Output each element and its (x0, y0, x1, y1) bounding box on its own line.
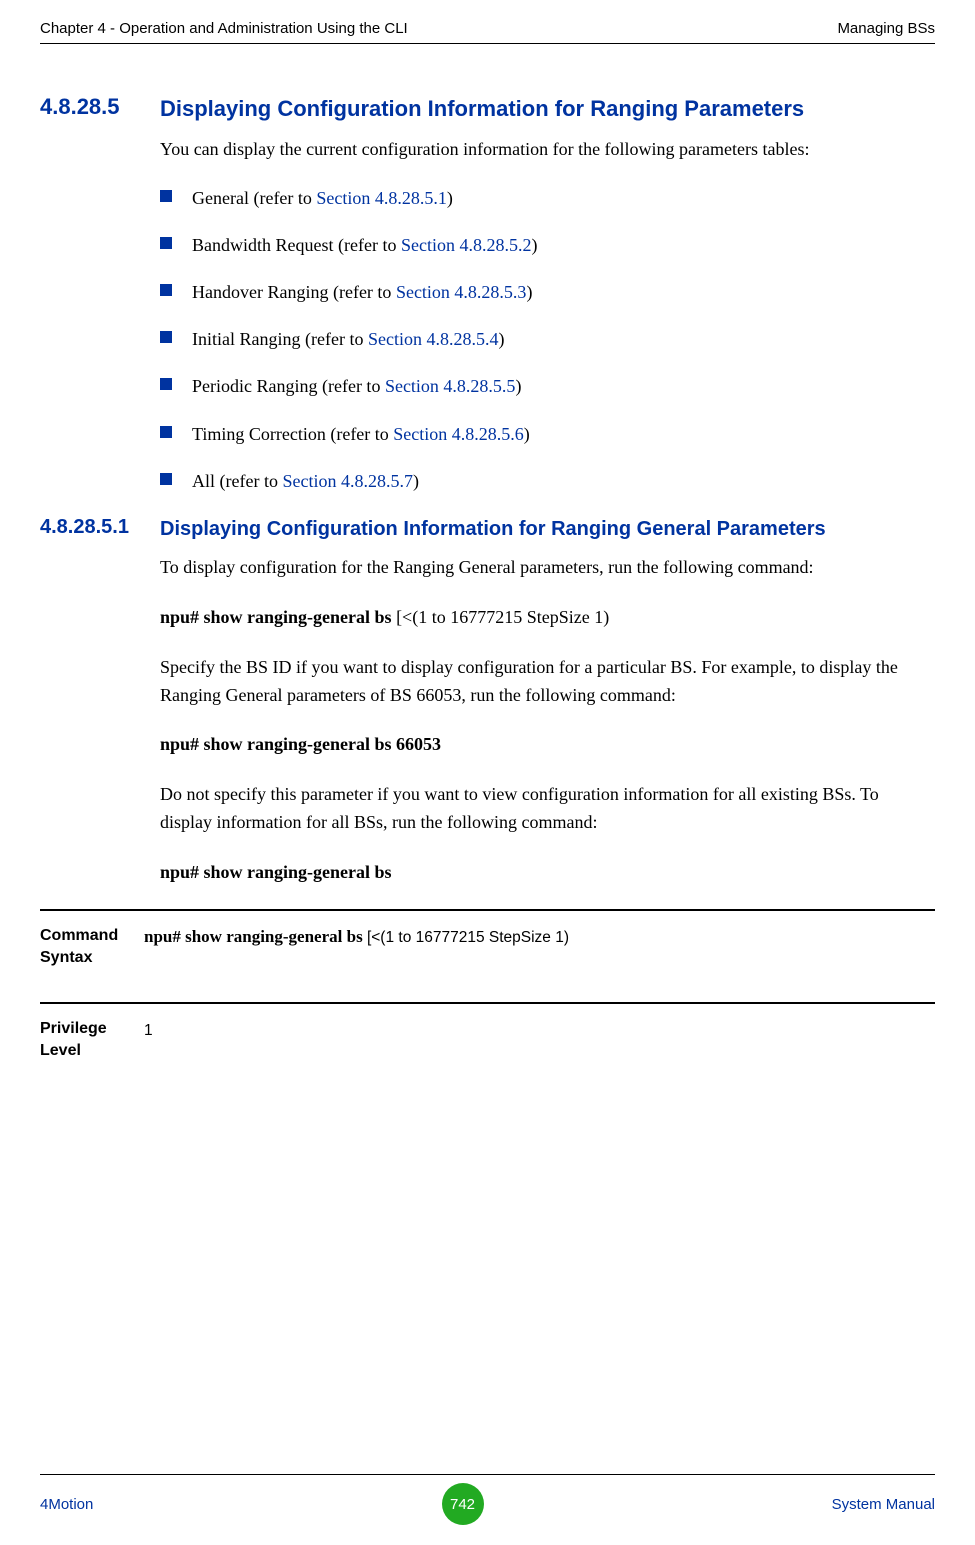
table-row-value: npu# show ranging-general bs [<(1 to 167… (144, 925, 569, 949)
page-footer: 4Motion 742 System Manual (40, 1474, 935, 1525)
list-item: Initial Ranging (refer to Section 4.8.28… (160, 327, 935, 352)
section-link[interactable]: Section 4.8.28.5.2 (401, 235, 532, 255)
section-heading-main: 4.8.28.5 Displaying Configuration Inform… (40, 94, 935, 124)
bullet-prefix: Timing Correction (refer to (192, 424, 393, 444)
command-line: npu# show ranging-general bs (160, 859, 935, 887)
bullet-prefix: General (refer to (192, 188, 316, 208)
bullet-square-icon (160, 473, 172, 485)
bullet-prefix: Bandwidth Request (refer to (192, 235, 401, 255)
section-link[interactable]: Section 4.8.28.5.3 (396, 282, 527, 302)
command-bold: npu# show ranging-general bs (160, 862, 392, 882)
table-row-label: Command Syntax (40, 925, 144, 968)
section-main-content: You can display the current configuratio… (160, 136, 935, 494)
section-number: 4.8.28.5 (40, 94, 160, 120)
section-link[interactable]: Section 4.8.28.5.4 (368, 329, 499, 349)
bullet-square-icon (160, 426, 172, 438)
subsection-title: Displaying Configuration Information for… (160, 516, 826, 542)
table-row-label: Privilege Level (40, 1018, 144, 1061)
bullet-square-icon (160, 378, 172, 390)
header-right: Managing BSs (837, 20, 935, 37)
bullet-prefix: Handover Ranging (refer to (192, 282, 396, 302)
bullet-suffix: ) (526, 282, 532, 302)
section-link[interactable]: Section 4.8.28.5.7 (282, 471, 413, 491)
intro-paragraph: You can display the current configuratio… (160, 136, 935, 164)
bullet-suffix: ) (515, 376, 521, 396)
command-bold: npu# show ranging-general bs 66053 (160, 734, 441, 754)
section-link[interactable]: Section 4.8.28.5.6 (393, 424, 524, 444)
command-table: Command Syntax npu# show ranging-general… (40, 909, 935, 1095)
list-item: Handover Ranging (refer to Section 4.8.2… (160, 280, 935, 305)
bullet-prefix: Initial Ranging (refer to (192, 329, 368, 349)
page-number-badge: 742 (442, 1483, 484, 1525)
command-arg: 1 (144, 1022, 153, 1039)
bullet-square-icon (160, 284, 172, 296)
bullet-suffix: ) (413, 471, 419, 491)
bullet-suffix: ) (498, 329, 504, 349)
section-heading-sub: 4.8.28.5.1 Displaying Configuration Info… (40, 516, 935, 542)
bullet-square-icon (160, 237, 172, 249)
bullet-list: General (refer to Section 4.8.28.5.1) Ba… (160, 186, 935, 494)
section-title: Displaying Configuration Information for… (160, 94, 804, 124)
command-bold: npu# show ranging-general bs (144, 927, 367, 946)
bullet-square-icon (160, 190, 172, 202)
list-item: General (refer to Section 4.8.28.5.1) (160, 186, 935, 211)
command-bold: npu# show ranging-general bs (160, 607, 396, 627)
header-left: Chapter 4 - Operation and Administration… (40, 20, 408, 37)
bullet-suffix: ) (447, 188, 453, 208)
paragraph: To display configuration for the Ranging… (160, 554, 935, 582)
bullet-square-icon (160, 331, 172, 343)
paragraph: Do not specify this parameter if you wan… (160, 781, 935, 837)
table-row: Command Syntax npu# show ranging-general… (40, 909, 935, 1002)
list-item: Periodic Ranging (refer to Section 4.8.2… (160, 374, 935, 399)
command-line: npu# show ranging-general bs [<(1 to 167… (160, 604, 935, 632)
section-link[interactable]: Section 4.8.28.5.5 (385, 376, 516, 396)
list-item: Bandwidth Request (refer to Section 4.8.… (160, 233, 935, 258)
page: Chapter 4 - Operation and Administration… (0, 0, 975, 1545)
subsection-number: 4.8.28.5.1 (40, 516, 160, 539)
page-header: Chapter 4 - Operation and Administration… (40, 20, 935, 44)
list-item: Timing Correction (refer to Section 4.8.… (160, 422, 935, 447)
command-line: npu# show ranging-general bs 66053 (160, 731, 935, 759)
bullet-suffix: ) (531, 235, 537, 255)
table-row: Privilege Level 1 (40, 1002, 935, 1095)
footer-left: 4Motion (40, 1496, 93, 1513)
bullet-prefix: All (refer to (192, 471, 282, 491)
command-rest: [<(1 to 16777215 StepSize 1) (396, 607, 609, 627)
list-item: All (refer to Section 4.8.28.5.7) (160, 469, 935, 494)
section-sub-content: To display configuration for the Ranging… (160, 554, 935, 887)
bullet-suffix: ) (524, 424, 530, 444)
section-link[interactable]: Section 4.8.28.5.1 (316, 188, 447, 208)
table-row-value: 1 (144, 1018, 153, 1042)
paragraph: Specify the BS ID if you want to display… (160, 654, 935, 710)
command-arg: [<(1 to 16777215 StepSize 1) (367, 929, 569, 946)
footer-right: System Manual (832, 1496, 935, 1513)
bullet-prefix: Periodic Ranging (refer to (192, 376, 385, 396)
